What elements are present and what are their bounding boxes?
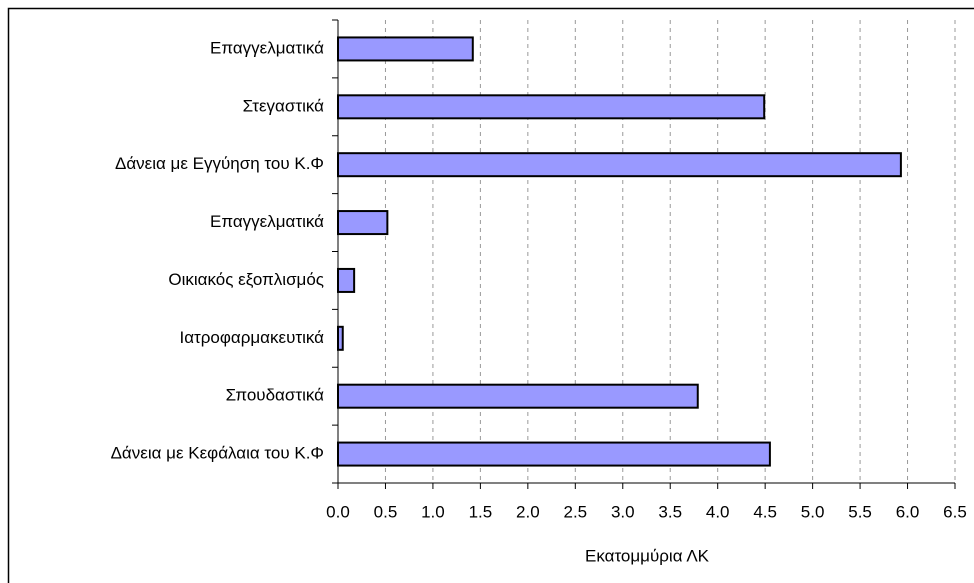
- x-tick-label: 4.0: [706, 502, 730, 521]
- x-tick-label: 3.0: [611, 502, 635, 521]
- x-tick-label: 1.5: [469, 502, 493, 521]
- bar: [337, 36, 474, 62]
- y-tick-label: Ιατροφαρμακευτικά: [179, 328, 324, 347]
- x-tick-label: 2.0: [516, 502, 540, 521]
- x-tick-label: 0.0: [326, 502, 350, 521]
- x-tick-label: 0.5: [374, 502, 398, 521]
- x-tick-label: 1.0: [421, 502, 445, 521]
- y-tick-label: Επαγγελματικά: [210, 38, 324, 57]
- x-tick-label: 6.0: [896, 502, 920, 521]
- bar: [337, 267, 356, 293]
- x-tick-label: 3.5: [658, 502, 682, 521]
- bar: [337, 94, 766, 120]
- bar: [337, 210, 389, 236]
- bar: [337, 152, 902, 178]
- x-tick-label: 5.5: [848, 502, 872, 521]
- x-tick-label: 2.5: [563, 502, 587, 521]
- bar: [337, 441, 771, 467]
- y-tick-label: Επαγγελματικά: [210, 212, 324, 231]
- x-axis-label: Εκατομμύρια ΛΚ: [585, 546, 710, 565]
- y-tick-label: Δάνεια με Κεφάλαια του Κ.Φ: [111, 444, 324, 463]
- y-tick-label: Στεγαστικά: [243, 96, 325, 115]
- x-tick-label: 5.0: [801, 502, 825, 521]
- bar: [337, 383, 699, 409]
- y-tick-label: Δάνεια με Εγγύηση του Κ.Φ: [115, 154, 324, 173]
- y-tick-label: Σπουδαστικά: [226, 386, 325, 405]
- y-tick-label: Οικιακός εξοπλισμός: [168, 270, 324, 289]
- chart-frame: [7, 7, 974, 583]
- bar: [337, 325, 344, 351]
- x-tick-label: 6.5: [943, 502, 967, 521]
- x-tick-label: 4.5: [753, 502, 777, 521]
